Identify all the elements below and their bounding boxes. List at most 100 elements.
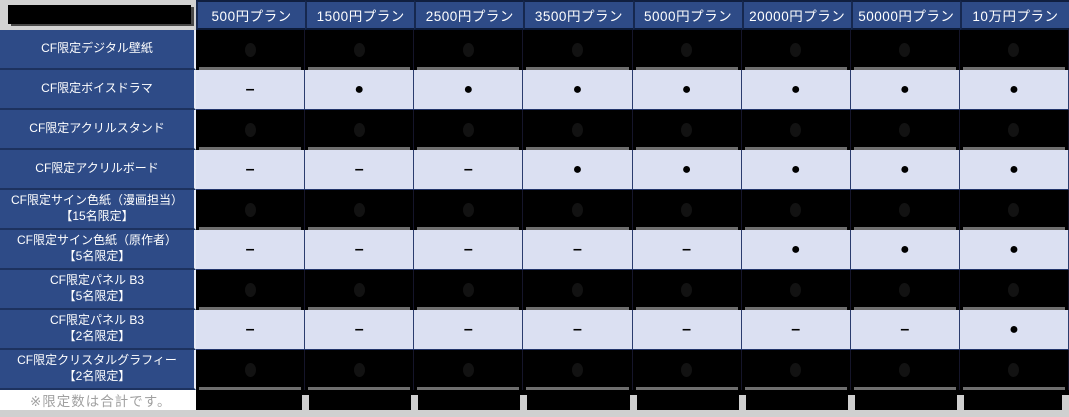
table-cell: –	[741, 310, 851, 350]
table-cell-redacted	[523, 30, 633, 70]
bottom-strip	[0, 410, 1069, 417]
table-cell: –	[196, 150, 306, 190]
table-cell-redacted	[632, 190, 742, 230]
column-separator-notch	[738, 395, 746, 410]
table-cell: –	[305, 310, 415, 350]
table-cell-redacted	[632, 30, 742, 70]
table-cell: ●	[523, 70, 633, 110]
table-cell: ●	[414, 70, 524, 110]
table-cell: –	[305, 150, 415, 190]
table-cell-redacted	[196, 350, 306, 390]
table-cell: –	[196, 230, 306, 270]
table-cell: ●	[632, 70, 742, 110]
column-header: 1500円プラン	[305, 0, 415, 30]
table-cell: ●	[850, 230, 960, 270]
table-cell-redacted	[196, 190, 306, 230]
table-cell-redacted	[305, 270, 415, 310]
table-cell-redacted	[959, 350, 1069, 390]
row-label: CF限定デジタル壁紙	[0, 30, 196, 70]
table-cell: ●	[959, 150, 1069, 190]
row-label: CF限定サイン色紙（原作者） 【5名限定】	[0, 230, 196, 270]
table-cell-redacted	[741, 350, 851, 390]
table-cell: ●	[741, 230, 851, 270]
table-cell-redacted	[850, 30, 960, 70]
table-cell: ●	[850, 150, 960, 190]
corner-cell	[0, 0, 196, 30]
row-label: CF限定クリスタルグラフィー 【2名限定】	[0, 350, 196, 390]
table-cell-redacted	[305, 190, 415, 230]
row-label-text: CF限定デジタル壁紙	[41, 41, 153, 56]
table-cell-redacted	[523, 350, 633, 390]
table-cell-redacted	[196, 270, 306, 310]
row-label: CF限定パネル B3 【5名限定】	[0, 270, 196, 310]
row-label: CF限定アクリルスタンド	[0, 110, 196, 150]
table-cell: –	[523, 230, 633, 270]
table-cell: –	[632, 230, 742, 270]
redacted-title-box	[8, 5, 191, 24]
table-cell-redacted	[414, 30, 524, 70]
column-separator-notch	[1062, 395, 1069, 410]
row-label-subtext: 【15名限定】	[60, 209, 134, 223]
table-cell: –	[414, 230, 524, 270]
row-label-text: CF限定サイン色紙（原作者）	[17, 233, 177, 248]
table-cell-redacted	[741, 110, 851, 150]
table-cell: –	[414, 150, 524, 190]
column-separator-notch	[411, 395, 419, 410]
table-cell: –	[196, 310, 306, 350]
table-cell-redacted	[632, 110, 742, 150]
table-cell: ●	[959, 230, 1069, 270]
table-cell: –	[196, 70, 306, 110]
table-cell-redacted	[850, 190, 960, 230]
table-cell-redacted	[959, 190, 1069, 230]
table-cell-redacted	[414, 270, 524, 310]
column-header: 2500円プラン	[414, 0, 524, 30]
row-label-subtext: 【5名限定】	[63, 289, 131, 303]
table-cell-redacted	[196, 30, 306, 70]
table-cell: –	[414, 310, 524, 350]
table-cell-redacted	[741, 190, 851, 230]
column-header: 3500円プラン	[523, 0, 633, 30]
column-header: 20000円プラン	[741, 0, 851, 30]
table-cell: ●	[632, 150, 742, 190]
table-cell: ●	[305, 70, 415, 110]
table-cell: ●	[850, 70, 960, 110]
table-cell: –	[305, 230, 415, 270]
row-label-text: CF限定サイン色紙（漫画担当）	[11, 193, 183, 208]
row-label-text: CF限定アクリルスタンド	[29, 121, 165, 136]
table-cell-redacted	[850, 350, 960, 390]
footnote: ※限定数は合計です。	[0, 390, 196, 410]
column-separator-notch	[520, 395, 528, 410]
table-cell-redacted	[850, 270, 960, 310]
table-cell: ●	[741, 70, 851, 110]
column-header: 500円プラン	[196, 0, 306, 30]
row-label: CF限定ボイスドラマ	[0, 70, 196, 110]
table-cell-redacted	[632, 350, 742, 390]
table-cell-redacted	[959, 30, 1069, 70]
row-label: CF限定パネル B3 【2名限定】	[0, 310, 196, 350]
column-header: 10万円プラン	[959, 0, 1069, 30]
table-cell-redacted	[959, 110, 1069, 150]
row-label-subtext: 【2名限定】	[63, 369, 131, 383]
table-cell: ●	[959, 70, 1069, 110]
row-label-text: CF限定アクリルボード	[35, 161, 159, 176]
row-label: CF限定サイン色紙（漫画担当） 【15名限定】	[0, 190, 196, 230]
table-cell: ●	[741, 150, 851, 190]
table-cell-redacted	[305, 350, 415, 390]
row-label-text: CF限定ボイスドラマ	[41, 81, 153, 96]
column-separator-notch	[302, 395, 310, 410]
table-cell-redacted	[414, 190, 524, 230]
column-separator-notch	[847, 395, 855, 410]
row-label-text: CF限定パネル B3	[49, 313, 144, 328]
table-cell-redacted	[305, 110, 415, 150]
row-label-subtext: 【5名限定】	[63, 249, 131, 263]
table-cell-redacted	[523, 270, 633, 310]
table-cell-redacted	[523, 110, 633, 150]
footer-black-area	[196, 390, 1069, 410]
table-cell-redacted	[741, 30, 851, 70]
table-cell: ●	[959, 310, 1069, 350]
table-cell-redacted	[414, 110, 524, 150]
table-cell: –	[850, 310, 960, 350]
column-separator-notch	[956, 395, 964, 410]
table-cell-redacted	[196, 110, 306, 150]
